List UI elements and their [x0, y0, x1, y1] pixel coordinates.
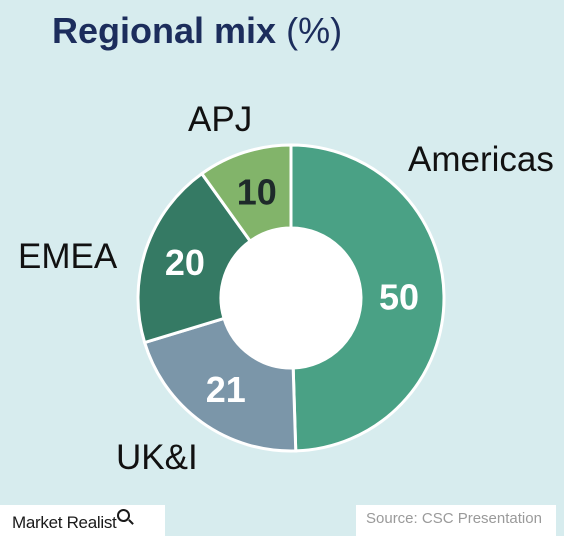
chart-title: Regional mix (%) [52, 10, 342, 52]
chart-title-main: Regional mix [52, 10, 277, 51]
slice-value-label: 20 [165, 242, 205, 283]
slice-category-label: APJ [188, 100, 252, 139]
brand-name: Market Realist [12, 513, 117, 532]
slice-value-label: 10 [237, 171, 277, 212]
chart-title-unit: (%) [286, 10, 343, 51]
slice-category-label: EMEA [18, 237, 118, 276]
brand-logo: Market Realist [12, 509, 131, 533]
slice-category-label: Americas [408, 140, 554, 179]
slice-value-label: 50 [379, 276, 419, 317]
brand-box [0, 505, 165, 536]
slice-value-label: 21 [206, 369, 246, 410]
magnifier-icon [117, 509, 131, 522]
slice-category-label: UK&I [116, 438, 198, 477]
donut-hole [221, 228, 361, 368]
source-note: Source: CSC Presentation [356, 505, 556, 536]
